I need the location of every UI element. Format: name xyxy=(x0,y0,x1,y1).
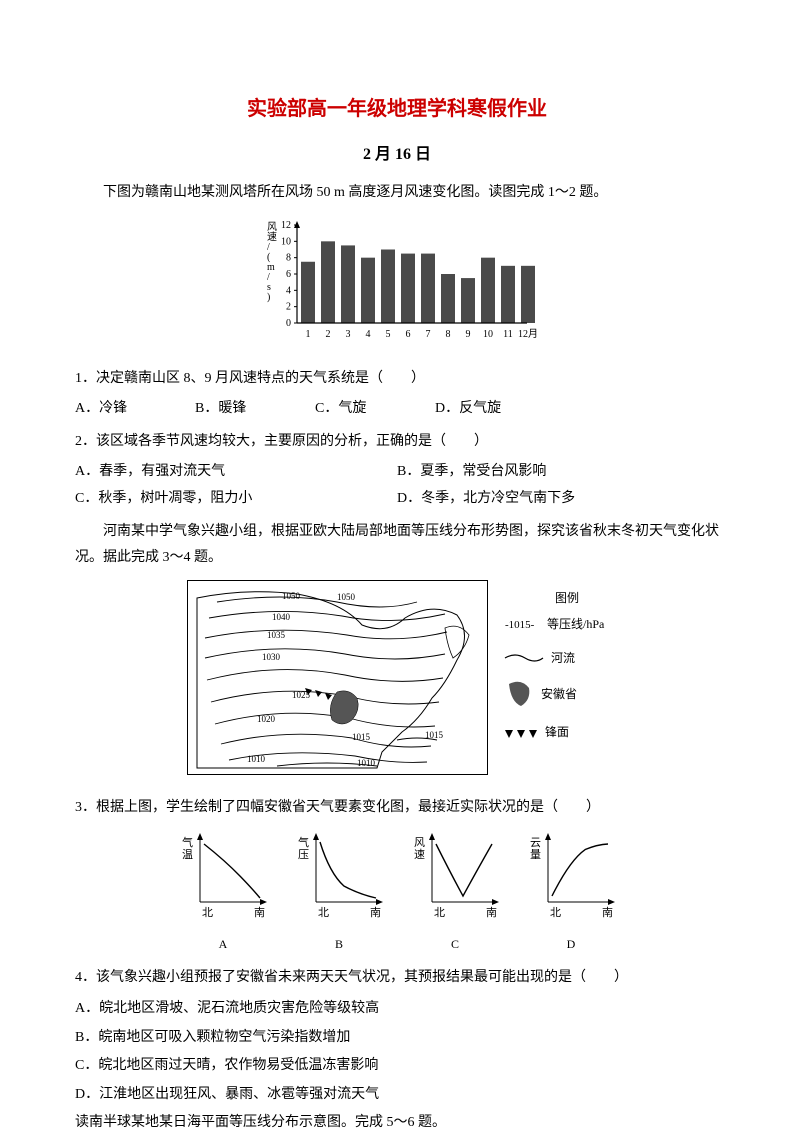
svg-text:10: 10 xyxy=(483,329,493,340)
svg-text:-1015-: -1015- xyxy=(505,619,535,631)
q1-opt-d: D．反气旋 xyxy=(435,396,525,423)
q1-opt-a: A．冷锋 xyxy=(75,396,165,423)
svg-text:气压: 气压 xyxy=(298,835,309,861)
intro-1: 下图为赣南山地某测风塔所在风场 50 m 高度逐月风速变化图。读图完成 1～2 … xyxy=(75,180,719,207)
q2-opt-a: A．春季，有强对流天气 xyxy=(75,459,397,486)
svg-text:12: 12 xyxy=(281,220,291,231)
svg-text:1050: 1050 xyxy=(337,592,356,602)
q1-options: A．冷锋 B．暖锋 C．气旋 D．反气旋 xyxy=(75,396,719,423)
svg-text:0: 0 xyxy=(286,318,291,329)
page-title: 实验部高一年级地理学科寒假作业 xyxy=(75,90,719,128)
svg-text:北: 北 xyxy=(550,906,561,919)
page-subtitle: 2 月 16 日 xyxy=(75,140,719,170)
q1-opt-c: C．气旋 xyxy=(315,396,405,423)
svg-text:安徽省: 安徽省 xyxy=(541,686,577,701)
intro-2: 河南某中学气象兴趣小组，根据亚欧大陆局部地面等压线分布形势图，探究该省秋末冬初天… xyxy=(75,519,719,572)
intro-3: 读南半球某地某日海平面等压线分布示意图。完成 5～6 题。 xyxy=(75,1110,719,1137)
svg-text:北: 北 xyxy=(202,906,213,919)
q4-opt-b: B．皖南地区可吸入颗粒物空气污染指数增加 xyxy=(75,1025,719,1052)
mini-chart-label: D xyxy=(526,933,616,956)
q2-opt-b: B．夏季，常受台风影响 xyxy=(397,459,719,486)
question-3: 3．根据上图，学生绘制了四幅安徽省天气要素变化图，最接近实际状况的是（ ） xyxy=(75,795,719,822)
svg-text:2: 2 xyxy=(326,329,331,340)
svg-text:4: 4 xyxy=(366,329,371,340)
q2-opt-d: D．冬季，北方冷空气南下多 xyxy=(397,486,719,513)
svg-text:1015: 1015 xyxy=(425,730,444,740)
svg-text:北: 北 xyxy=(434,906,445,919)
svg-text:12月: 12月 xyxy=(518,328,537,340)
bar-chart-container: 024681012风速/(m/s)123456789101112月 xyxy=(75,215,719,356)
svg-text:9: 9 xyxy=(466,329,471,340)
svg-text:北: 北 xyxy=(318,906,329,919)
bar-chart: 024681012风速/(m/s)123456789101112月 xyxy=(257,215,537,345)
svg-text:锋面: 锋面 xyxy=(545,725,569,739)
svg-text:南: 南 xyxy=(370,906,381,919)
svg-text:6: 6 xyxy=(286,269,291,280)
svg-text:南: 南 xyxy=(486,906,497,919)
isobar-map: 1050105010401035103010251020101510151010… xyxy=(187,580,607,775)
svg-text:云量: 云量 xyxy=(530,837,541,861)
svg-text:图例: 图例 xyxy=(555,591,579,605)
svg-text:1020: 1020 xyxy=(257,714,276,724)
mini-chart-B: 气压北 南 B xyxy=(294,830,384,955)
q2-options: A．春季，有强对流天气 B．夏季，常受台风影响 C．秋季，树叶凋零，阻力小 D．… xyxy=(75,459,719,512)
svg-text:4: 4 xyxy=(286,285,291,296)
question-4: 4．该气象兴趣小组预报了安徽省未来两天天气状况，其预报结果最可能出现的是（ ） xyxy=(75,965,719,992)
mini-chart-label: C xyxy=(410,933,500,956)
svg-text:1015: 1015 xyxy=(352,732,371,742)
svg-text:6: 6 xyxy=(406,329,411,340)
q4-opt-a: A．皖北地区滑坡、泥石流地质灾害危险等级较高 xyxy=(75,996,719,1023)
q1-opt-b: B．暖锋 xyxy=(195,396,285,423)
svg-text:1040: 1040 xyxy=(272,612,291,622)
svg-text:1050: 1050 xyxy=(282,591,301,601)
svg-text:风速: 风速 xyxy=(414,836,425,861)
svg-text:等压线/hPa: 等压线/hPa xyxy=(547,617,605,631)
svg-text:8: 8 xyxy=(446,329,451,340)
svg-text:南: 南 xyxy=(254,906,265,919)
mini-chart-A: 气温北 南 A xyxy=(178,830,268,955)
svg-text:1010: 1010 xyxy=(247,754,266,764)
svg-text:1030: 1030 xyxy=(262,652,281,662)
svg-text:11: 11 xyxy=(503,329,513,340)
svg-text:风速/(m/s): 风速/(m/s) xyxy=(267,221,277,303)
q4-opt-c: C．皖北地区雨过天晴，农作物易受低温冻害影响 xyxy=(75,1053,719,1080)
q4-opt-d: D．江淮地区出现狂风、暴雨、冰雹等强对流天气 xyxy=(75,1082,719,1109)
svg-text:2: 2 xyxy=(286,302,291,313)
svg-text:1: 1 xyxy=(306,329,311,340)
q3-mini-charts: 气温北 南 A 气压北 南 B 风速北 南 C 云量北 南 D xyxy=(75,830,719,955)
svg-text:1010: 1010 xyxy=(357,758,376,768)
q2-opt-c: C．秋季，树叶凋零，阻力小 xyxy=(75,486,397,513)
svg-text:5: 5 xyxy=(386,329,391,340)
svg-text:南: 南 xyxy=(602,906,613,919)
mini-chart-C: 风速北 南 C xyxy=(410,830,500,955)
mini-chart-label: B xyxy=(294,933,384,956)
svg-text:河流: 河流 xyxy=(551,651,575,665)
question-2: 2．该区域各季节风速均较大，主要原因的分析，正确的是（ ） xyxy=(75,429,719,456)
map-container: 1050105010401035103010251020101510151010… xyxy=(75,580,719,786)
svg-text:8: 8 xyxy=(286,253,291,264)
svg-text:3: 3 xyxy=(346,329,351,340)
svg-text:1035: 1035 xyxy=(267,630,286,640)
mini-chart-label: A xyxy=(178,933,268,956)
svg-text:10: 10 xyxy=(281,236,291,247)
question-1: 1．决定赣南山区 8、9 月风速特点的天气系统是（ ） xyxy=(75,366,719,393)
mini-chart-D: 云量北 南 D xyxy=(526,830,616,955)
svg-text:7: 7 xyxy=(426,329,431,340)
svg-text:气温: 气温 xyxy=(182,835,193,861)
